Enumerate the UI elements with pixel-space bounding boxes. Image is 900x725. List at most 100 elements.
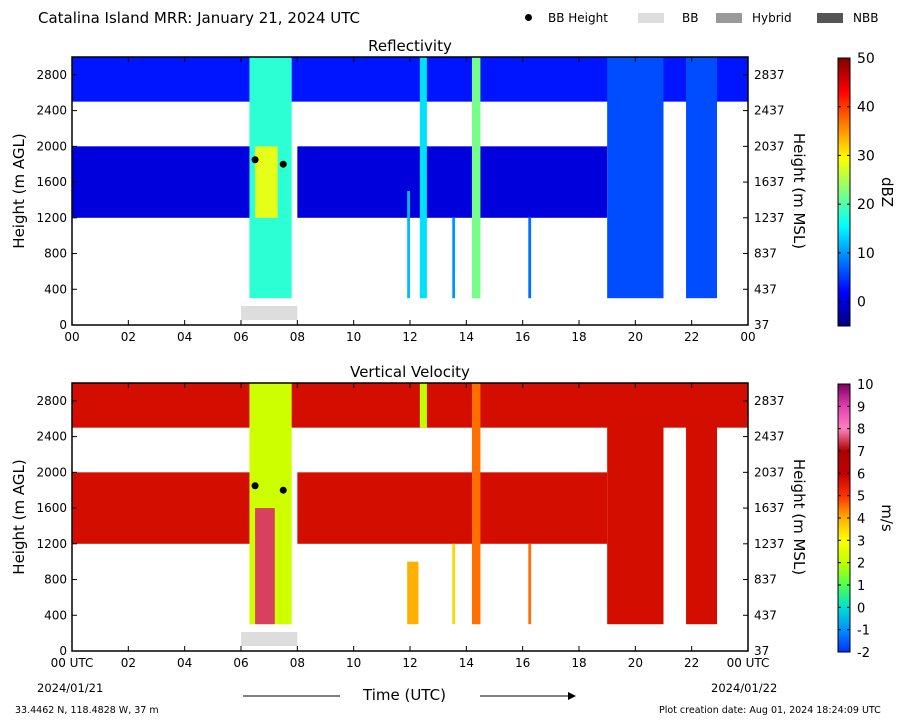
legend-bb-height: BB Height [525,11,608,25]
colorbar-label: dBZ [878,177,896,207]
y-axis-label: Height (m AGL) [10,133,28,248]
legend-label: Hybrid [752,11,792,25]
y-tick-label-right: 437 [754,282,777,296]
x-tick-label: 02 [121,330,136,344]
colorbar-tick-label: 6 [857,467,865,482]
x-tick-label: 10 [346,330,361,344]
x-tick-label: 10 [346,656,361,670]
x-tick-label: 14 [459,656,474,670]
y-axis-label-right: Height (m MSL) [790,133,808,249]
bb-segment [241,632,298,646]
x-tick-label: 16 [515,656,530,670]
field-cell [607,57,664,299]
x-tick-label: 12 [402,330,417,344]
chart-title: Catalina Island MRR: January 21, 2024 UT… [38,9,361,27]
y-tick-label: 0 [59,644,67,658]
legend-bb: BB [638,11,698,25]
y-tick-label-right: 1637 [754,175,785,189]
legend-swatch [817,13,843,23]
legend-dot-icon [525,14,532,21]
y-tick-label-right: 2437 [754,104,785,118]
y-tick-label-right: 437 [754,608,777,622]
y-axis-label-right: Height (m MSL) [790,459,808,575]
colorbar-tick-label: 7 [857,445,865,460]
velocity-colorbar: -2 -1 0 1 2 3 4 5 6 7 8 9 10 m/s [837,378,896,661]
colorbar-tick-label: 40 [857,100,875,116]
bb-height-point [251,482,259,490]
y-tick-label: 1600 [36,175,67,189]
y-tick-label: 2800 [36,68,67,82]
x-tick-label: 22 [684,330,699,344]
x-tick-label: 06 [233,656,248,670]
creation-date-text: Plot creation date: Aug 01, 2024 18:24:0… [659,705,881,716]
field-cell [419,57,427,299]
location-text: 33.4462 N, 118.4828 W, 37 m [15,705,159,716]
x-tick-label: 20 [628,656,643,670]
y-tick-label-right: 2037 [754,465,785,479]
y-tick-label: 800 [44,573,67,587]
bb-height-point [279,160,287,168]
colorbar-tick-label: 5 [857,490,865,505]
y-tick-label: 1600 [36,501,67,515]
x-tick-label: 22 [684,656,699,670]
field-cell [528,217,532,299]
dbz-colorbar: 0 10 20 30 40 50 dBZ [837,51,896,327]
y-tick-label-right: 1637 [754,501,785,515]
bb-height-point [251,156,259,164]
x-tick-label: 04 [177,656,192,670]
x-tick-label: 18 [571,656,586,670]
colorbar-gradient [837,57,851,327]
field-cell [686,57,718,299]
y-tick-label-right: 2837 [754,394,785,408]
colorbar-tick-label: 9 [857,400,865,415]
colorbar-tick-label: 10 [857,378,874,393]
legend-label: NBB [853,11,879,25]
x-tick-label: 00 UTC [51,656,94,670]
field-cell [419,383,427,428]
y-tick-label-right: 837 [754,247,777,261]
legend-nbb: NBB [817,11,878,25]
colorbar-tick-label: 20 [857,197,875,213]
colorbar-tick-label: -2 [857,646,870,661]
y-tick-label: 1200 [36,537,67,551]
y-tick-label: 2400 [36,430,67,444]
arrow-head-icon [568,692,576,700]
panel-title: Reflectivity [368,37,452,55]
y-tick-label-right: 1237 [754,211,785,225]
legend-swatch [638,13,664,23]
bb-segment [241,306,298,320]
x-tick-label: 14 [459,330,474,344]
field-cell [297,472,608,544]
field-cell [297,146,608,218]
y-tick-label: 0 [59,318,67,332]
panel-title: Vertical Velocity [350,363,470,381]
y-tick-label: 800 [44,247,67,261]
x-tick-label: 20 [628,330,643,344]
y-tick-label-right: 37 [754,644,769,658]
colorbar-tick-label: 8 [857,423,865,438]
y-axis-label: Height (m AGL) [10,459,28,574]
bb-height-point [279,486,287,494]
y-tick-label: 1200 [36,211,67,225]
y-tick-label-right: 2437 [754,430,785,444]
y-tick-label: 2000 [36,139,67,153]
legend-label: BB [682,11,699,25]
y-tick-label: 2800 [36,394,67,408]
end-date: 2024/01/22 [711,681,778,695]
colorbar-tick-label: 30 [857,148,875,164]
field-cell [72,472,256,544]
x-axis-label: Time (UTC) [363,686,446,704]
field-cell [452,543,456,625]
x-tick-label: 00 UTC [727,656,770,670]
field-cell [471,57,481,299]
field-cell [686,383,718,625]
field-cell [407,191,410,299]
field-cell [471,383,481,625]
x-tick-label: 12 [402,656,417,670]
y-tick-label: 400 [44,608,67,622]
colorbar-tick-label: 1 [857,579,865,594]
colorbar-tick-label: 4 [857,512,865,527]
y-tick-label: 400 [44,282,67,296]
colorbar-tick-label: 0 [857,295,866,311]
